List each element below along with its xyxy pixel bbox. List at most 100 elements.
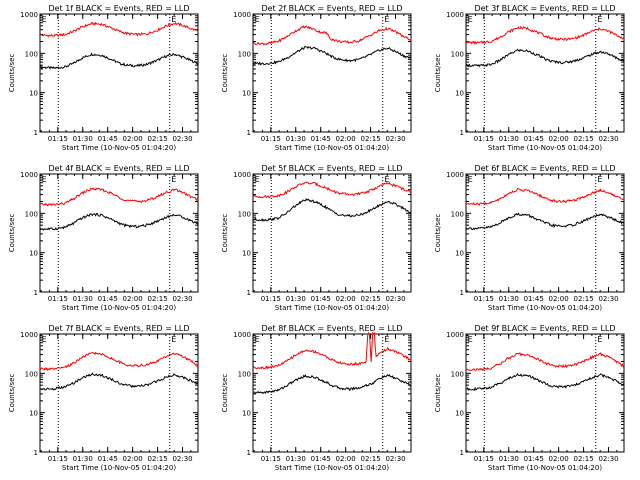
x-tick-label: 02:00 bbox=[336, 135, 356, 143]
lld-series-line bbox=[39, 351, 199, 371]
panel-title: Det 1f BLACK = Events, RED = LLD bbox=[48, 4, 189, 13]
y-tick-label: 10 bbox=[29, 90, 38, 98]
detector-panel: Det 4f BLACK = Events, RED = LLD 1 10 100 10… bbox=[8, 164, 199, 312]
x-tick-label: 01:30 bbox=[286, 295, 306, 303]
panel-title: Det 5f BLACK = Events, RED = LLD bbox=[261, 164, 402, 173]
marker-label: E bbox=[384, 15, 389, 24]
y-tick-label: 1 bbox=[247, 129, 251, 137]
events-series-line bbox=[39, 372, 199, 391]
y-tick-label: 1000 bbox=[446, 171, 464, 179]
lld-series-line bbox=[252, 181, 412, 199]
plot-frame bbox=[252, 173, 412, 293]
detector-panel: Det 3f BLACK = Events, RED = LLD 1 10 100 10… bbox=[434, 4, 625, 152]
y-tick-label: 100 bbox=[451, 370, 464, 378]
y-tick-label: 10 bbox=[455, 250, 464, 258]
y-tick-label: 1 bbox=[460, 129, 464, 137]
panel-title: Det 7f BLACK = Events, RED = LLD bbox=[48, 324, 189, 333]
y-axis-label: Counts/sec bbox=[8, 54, 16, 93]
plot-frame bbox=[39, 13, 199, 133]
x-tick-label: 02:00 bbox=[123, 135, 143, 143]
x-tick-label: 01:30 bbox=[286, 135, 306, 143]
y-tick-label: 1 bbox=[460, 289, 464, 297]
y-axis-label: Counts/sec bbox=[221, 214, 229, 253]
events-series-line bbox=[252, 198, 412, 222]
y-tick-label: 1000 bbox=[233, 11, 251, 19]
detector-panel: Det 9f BLACK = Events, RED = LLD 1 10 100 10… bbox=[434, 324, 625, 472]
x-axis-label: Start Time (10-Nov-05 01:04:20) bbox=[62, 464, 176, 472]
marker-label: E bbox=[255, 175, 260, 184]
x-tick-label: 01:15 bbox=[261, 295, 281, 303]
x-tick-label: 02:15 bbox=[573, 295, 593, 303]
x-tick-label: 02:00 bbox=[549, 135, 569, 143]
y-tick-label: 1000 bbox=[20, 171, 38, 179]
y-axis-label: Counts/sec bbox=[434, 374, 442, 413]
events-series-line bbox=[465, 48, 625, 68]
plot-frame bbox=[465, 333, 625, 453]
y-tick-label: 10 bbox=[242, 250, 251, 258]
x-tick-label: 01:30 bbox=[73, 135, 93, 143]
x-axis-label: Start Time (10-Nov-05 01:04:20) bbox=[62, 304, 176, 312]
marker-label: E bbox=[597, 335, 602, 344]
panel-title: Det 6f BLACK = Events, RED = LLD bbox=[474, 164, 615, 173]
x-tick-label: 01:45 bbox=[524, 455, 544, 463]
detector-panel: Det 5f BLACK = Events, RED = LLD 1 10 100 10… bbox=[221, 164, 412, 312]
panel-title: Det 4f BLACK = Events, RED = LLD bbox=[48, 164, 189, 173]
marker-label: E bbox=[42, 15, 47, 24]
plot-frame bbox=[252, 13, 412, 133]
events-series-line bbox=[39, 52, 199, 70]
x-axis-label: Start Time (10-Nov-05 01:04:20) bbox=[62, 144, 176, 152]
x-tick-label: 01:45 bbox=[524, 295, 544, 303]
x-tick-label: 01:30 bbox=[73, 455, 93, 463]
x-axis-label: Start Time (10-Nov-05 01:04:20) bbox=[275, 464, 389, 472]
y-axis-label: Counts/sec bbox=[8, 214, 16, 253]
y-tick-label: 100 bbox=[238, 210, 251, 218]
plot-frame bbox=[39, 173, 199, 293]
marker-label: E bbox=[171, 175, 176, 184]
x-tick-label: 02:30 bbox=[172, 295, 192, 303]
x-tick-label: 01:45 bbox=[98, 455, 118, 463]
detector-panel: Det 6f BLACK = Events, RED = LLD 1 10 100 10… bbox=[434, 164, 625, 312]
y-tick-label: 100 bbox=[451, 50, 464, 58]
marker-label: E bbox=[597, 15, 602, 24]
marker-label: E bbox=[171, 335, 176, 344]
y-tick-label: 1000 bbox=[233, 331, 251, 339]
events-series-line bbox=[39, 212, 199, 231]
x-axis-label: Start Time (10-Nov-05 01:04:20) bbox=[275, 304, 389, 312]
x-tick-label: 01:45 bbox=[98, 295, 118, 303]
y-tick-label: 100 bbox=[238, 50, 251, 58]
lld-series-line bbox=[39, 21, 199, 38]
x-tick-label: 02:15 bbox=[360, 455, 380, 463]
x-tick-label: 02:15 bbox=[147, 295, 167, 303]
x-tick-label: 02:15 bbox=[360, 295, 380, 303]
x-tick-label: 02:00 bbox=[549, 295, 569, 303]
x-tick-label: 02:00 bbox=[336, 295, 356, 303]
y-tick-label: 1 bbox=[34, 129, 38, 137]
detector-panel: Det 1f BLACK = Events, RED = LLD 1 10 100 10… bbox=[8, 4, 199, 152]
x-tick-label: 02:00 bbox=[336, 455, 356, 463]
y-tick-label: 100 bbox=[238, 370, 251, 378]
x-tick-label: 02:30 bbox=[172, 135, 192, 143]
y-tick-label: 100 bbox=[451, 210, 464, 218]
marker-label: E bbox=[255, 335, 260, 344]
x-tick-label: 01:45 bbox=[524, 135, 544, 143]
marker-label: E bbox=[468, 335, 473, 344]
x-tick-label: 02:30 bbox=[172, 455, 192, 463]
x-axis-label: Start Time (10-Nov-05 01:04:20) bbox=[488, 464, 602, 472]
x-tick-label: 01:45 bbox=[311, 455, 331, 463]
marker-label: E bbox=[597, 175, 602, 184]
x-tick-label: 02:30 bbox=[598, 455, 618, 463]
y-tick-label: 1 bbox=[34, 449, 38, 457]
x-axis-label: Start Time (10-Nov-05 01:04:20) bbox=[275, 144, 389, 152]
x-tick-label: 01:15 bbox=[474, 455, 494, 463]
x-tick-label: 02:15 bbox=[147, 455, 167, 463]
panel-title: Det 8f BLACK = Events, RED = LLD bbox=[261, 324, 402, 333]
y-tick-label: 1 bbox=[34, 289, 38, 297]
x-tick-label: 01:45 bbox=[311, 295, 331, 303]
events-series-line bbox=[252, 373, 412, 395]
y-tick-label: 1 bbox=[247, 449, 251, 457]
marker-label: E bbox=[255, 15, 260, 24]
y-tick-label: 1 bbox=[460, 449, 464, 457]
lld-series-line bbox=[465, 352, 625, 372]
marker-label: E bbox=[384, 335, 389, 344]
y-axis-label: Counts/sec bbox=[434, 214, 442, 253]
